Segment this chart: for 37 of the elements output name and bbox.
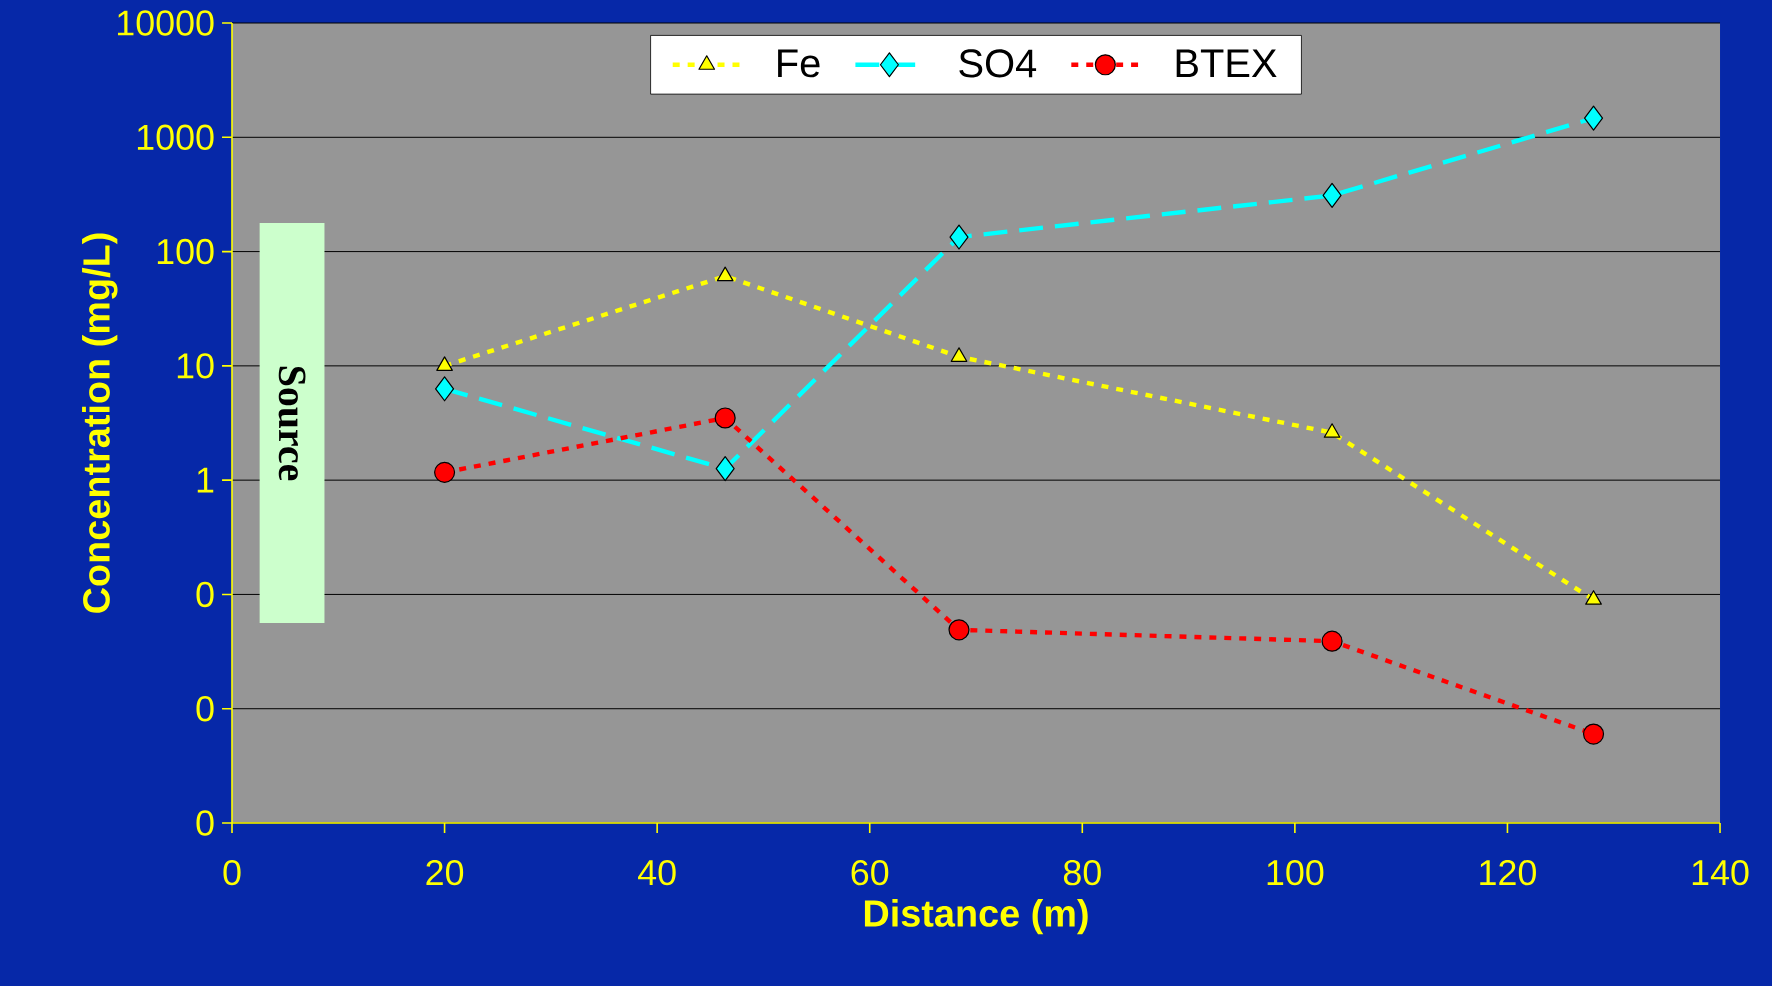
y-axis-title: Concentration (mg/L) bbox=[82, 233, 118, 613]
x-tick-label: 0 bbox=[223, 859, 241, 886]
x-tick-label: 40 bbox=[638, 859, 676, 886]
x-tick-label: 100 bbox=[1267, 859, 1324, 886]
band-label: Source bbox=[278, 366, 306, 481]
point bbox=[948, 619, 970, 641]
y-tick-label: 0 bbox=[196, 696, 214, 722]
point bbox=[1321, 630, 1343, 652]
point bbox=[716, 266, 734, 282]
y-tick-label: 0 bbox=[196, 810, 214, 836]
x-tick-label: 80 bbox=[1063, 859, 1101, 886]
y-tick-label: 1 bbox=[197, 467, 214, 493]
point bbox=[1323, 423, 1341, 438]
point bbox=[435, 376, 455, 402]
point bbox=[1322, 182, 1342, 208]
point bbox=[950, 347, 968, 362]
x-axis-title: Distance (m) bbox=[864, 899, 1088, 935]
legend-label: SO4 bbox=[959, 49, 1037, 78]
point bbox=[434, 461, 456, 483]
point bbox=[949, 224, 969, 250]
legend-label: Fe bbox=[778, 49, 820, 78]
y-tick-label: 100 bbox=[157, 238, 214, 265]
point bbox=[1583, 105, 1604, 131]
x-tick-label: 20 bbox=[426, 859, 464, 886]
x-tick-label: 120 bbox=[1480, 859, 1536, 886]
y-tick-label: 0 bbox=[196, 581, 214, 608]
y-tick-label: 1000 bbox=[137, 124, 214, 150]
y-tick-label: 10 bbox=[177, 353, 214, 379]
point bbox=[1582, 723, 1605, 745]
x-tick-label: 60 bbox=[851, 859, 889, 886]
point bbox=[1585, 590, 1602, 605]
point bbox=[715, 456, 735, 482]
x-tick-label: 140 bbox=[1692, 859, 1749, 886]
point bbox=[436, 356, 453, 371]
legend-label: BTEX bbox=[1176, 49, 1277, 77]
y-tick-label: 10000 bbox=[117, 10, 214, 36]
point bbox=[714, 407, 736, 429]
